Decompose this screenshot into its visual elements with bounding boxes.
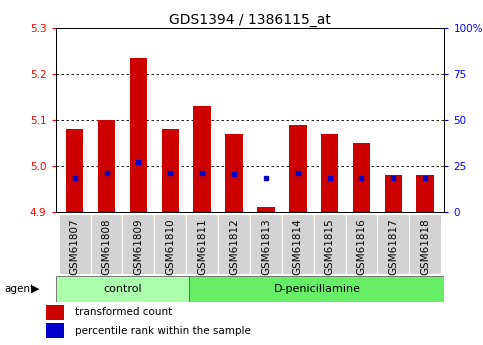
Text: control: control xyxy=(103,284,142,294)
Bar xyxy=(59,214,91,274)
Text: ▶: ▶ xyxy=(31,284,40,294)
Bar xyxy=(384,175,402,212)
Bar xyxy=(321,134,339,212)
Bar xyxy=(98,120,115,212)
Bar xyxy=(409,214,441,274)
Text: GSM61812: GSM61812 xyxy=(229,219,239,275)
Bar xyxy=(257,207,275,212)
Bar xyxy=(91,214,123,274)
Bar xyxy=(225,134,243,212)
Text: GSM61808: GSM61808 xyxy=(101,219,112,275)
Bar xyxy=(250,214,282,274)
Bar xyxy=(218,214,250,274)
Text: GSM61816: GSM61816 xyxy=(356,219,367,275)
Bar xyxy=(289,125,307,212)
Bar xyxy=(46,305,64,319)
Bar xyxy=(282,214,313,274)
Bar xyxy=(46,323,64,338)
Text: percentile rank within the sample: percentile rank within the sample xyxy=(75,326,251,336)
Bar xyxy=(193,106,211,212)
Bar xyxy=(155,214,186,274)
Text: GSM61815: GSM61815 xyxy=(325,219,335,275)
Bar xyxy=(56,276,189,302)
Bar xyxy=(123,214,155,274)
Bar xyxy=(189,276,444,302)
Title: GDS1394 / 1386115_at: GDS1394 / 1386115_at xyxy=(169,12,331,27)
Text: GSM61813: GSM61813 xyxy=(261,219,271,275)
Text: D-penicillamine: D-penicillamine xyxy=(273,284,360,294)
Text: GSM61807: GSM61807 xyxy=(70,219,80,275)
Text: GSM61810: GSM61810 xyxy=(165,219,175,275)
Bar xyxy=(345,214,377,274)
Bar xyxy=(186,214,218,274)
Text: GSM61809: GSM61809 xyxy=(133,219,143,275)
Text: GSM61817: GSM61817 xyxy=(388,219,398,275)
Text: transformed count: transformed count xyxy=(75,307,172,317)
Text: GSM61811: GSM61811 xyxy=(197,219,207,275)
Bar xyxy=(313,214,345,274)
Text: GSM61818: GSM61818 xyxy=(420,219,430,275)
Text: GSM61814: GSM61814 xyxy=(293,219,303,275)
Bar xyxy=(377,214,409,274)
Bar xyxy=(416,175,434,212)
Bar xyxy=(161,129,179,212)
Bar xyxy=(66,129,84,212)
Bar xyxy=(353,143,370,212)
Bar xyxy=(129,58,147,212)
Text: agent: agent xyxy=(5,284,35,294)
